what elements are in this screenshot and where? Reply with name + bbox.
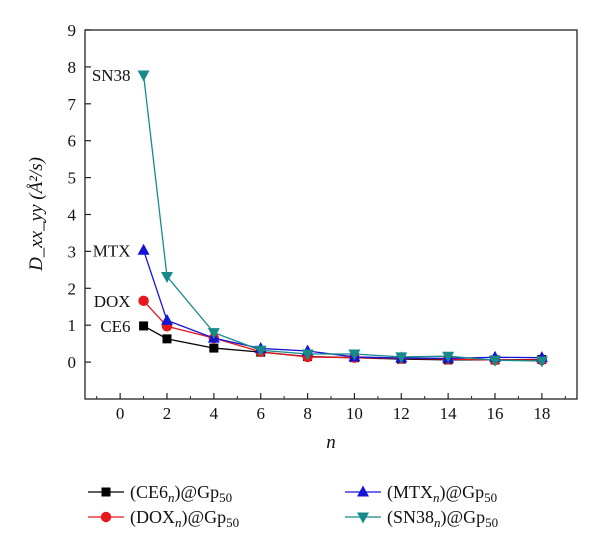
legend-label-part: n — [433, 490, 440, 505]
legend-label-part: )@Gp — [441, 507, 486, 528]
series-line — [143, 300, 542, 361]
y-tick-label: 2 — [68, 279, 77, 298]
legend-item: (DOXn)@Gp50 — [88, 507, 239, 530]
y-tick-label: 4 — [68, 206, 77, 225]
legend-label-part: )@Gp — [175, 482, 220, 503]
legend-label-part: )@Gp — [182, 507, 227, 528]
data-point — [139, 321, 149, 331]
legend-label-part: 50 — [226, 515, 239, 530]
y-tick-label: 7 — [68, 95, 77, 114]
x-axis-title: n — [326, 432, 336, 453]
legend-label-part: (SN38 — [387, 507, 434, 528]
legend-label-part: (CE6 — [130, 482, 168, 503]
legend-marker — [101, 487, 111, 497]
y-tick-label: 6 — [68, 132, 77, 151]
x-tick-label: 8 — [303, 404, 312, 423]
data-point — [209, 343, 219, 353]
data-point — [138, 295, 149, 307]
legend-label-part: (DOX — [130, 507, 175, 528]
series-layer — [137, 70, 548, 368]
data-point — [254, 345, 267, 357]
x-tick-label: 4 — [210, 404, 219, 423]
legend-marker — [100, 511, 112, 523]
legend-marker — [357, 512, 369, 524]
x-tick-label: 14 — [440, 404, 458, 423]
legend: (CE6n)@Gp50(DOXn)@Gp50(MTXn)@Gp50(SN38n)… — [88, 482, 498, 530]
data-point — [348, 349, 361, 361]
series-annotation: DOX — [94, 292, 131, 311]
annotations: SN38 MTX DOX CE6 — [92, 66, 131, 336]
series-annotation: CE6 — [100, 317, 130, 336]
y-tick-label: 8 — [68, 58, 77, 77]
legend-label: (SN38n)@Gp50 — [387, 507, 498, 530]
legend-marker — [357, 485, 369, 497]
y-tick-label: 9 — [68, 21, 77, 40]
y-tick-label: 5 — [68, 169, 77, 188]
x-tick-label: 16 — [487, 404, 504, 423]
data-point — [395, 352, 408, 364]
series-line — [142, 250, 542, 360]
series-4 — [137, 70, 548, 368]
y-tick-label: 3 — [68, 242, 77, 261]
legend-item: (MTXn)@Gp50 — [345, 482, 497, 505]
legend-label-part: (MTX — [387, 482, 433, 503]
legend-label: (MTXn)@Gp50 — [387, 482, 497, 505]
legend-item: (SN38n)@Gp50 — [345, 507, 498, 530]
data-point — [161, 313, 173, 325]
plot-frame — [84, 29, 578, 400]
series-line — [143, 325, 542, 361]
series-annotation: MTX — [93, 241, 131, 260]
legend-label-part: )@Gp — [440, 482, 485, 503]
data-point — [442, 351, 455, 363]
x-tick-label: 6 — [256, 404, 265, 423]
x-tick-label: 18 — [533, 404, 550, 423]
legend-label-part: n — [175, 515, 182, 530]
data-point — [207, 328, 220, 340]
data-point — [489, 355, 501, 367]
data-point — [301, 349, 314, 361]
x-tick-label: 2 — [163, 404, 172, 423]
legend-label-part: n — [434, 515, 441, 530]
y-axis-title: D_xx_yy (Å²/s) — [26, 157, 47, 272]
legend-label-part: 50 — [484, 490, 497, 505]
data-point — [535, 356, 548, 368]
legend-label-part: 50 — [485, 515, 498, 530]
x-tick-label: 12 — [393, 404, 410, 423]
x-tick-label: 10 — [346, 404, 363, 423]
legend-item: (CE6n)@Gp50 — [88, 482, 232, 505]
data-point — [137, 243, 150, 255]
legend-label-part: n — [168, 490, 175, 505]
legend-label: (CE6n)@Gp50 — [130, 482, 232, 505]
data-point — [137, 70, 150, 82]
data-point — [162, 334, 172, 344]
series-2 — [138, 295, 548, 366]
legend-label: (DOXn)@Gp50 — [130, 507, 239, 530]
y-tick-label: 0 — [68, 353, 77, 372]
y-tick-label: 1 — [68, 316, 77, 335]
legend-label-part: 50 — [219, 490, 232, 505]
data-point — [161, 271, 173, 283]
series-line — [142, 74, 542, 362]
x-tick-label: 0 — [116, 404, 125, 423]
series-annotation: SN38 — [92, 66, 131, 85]
